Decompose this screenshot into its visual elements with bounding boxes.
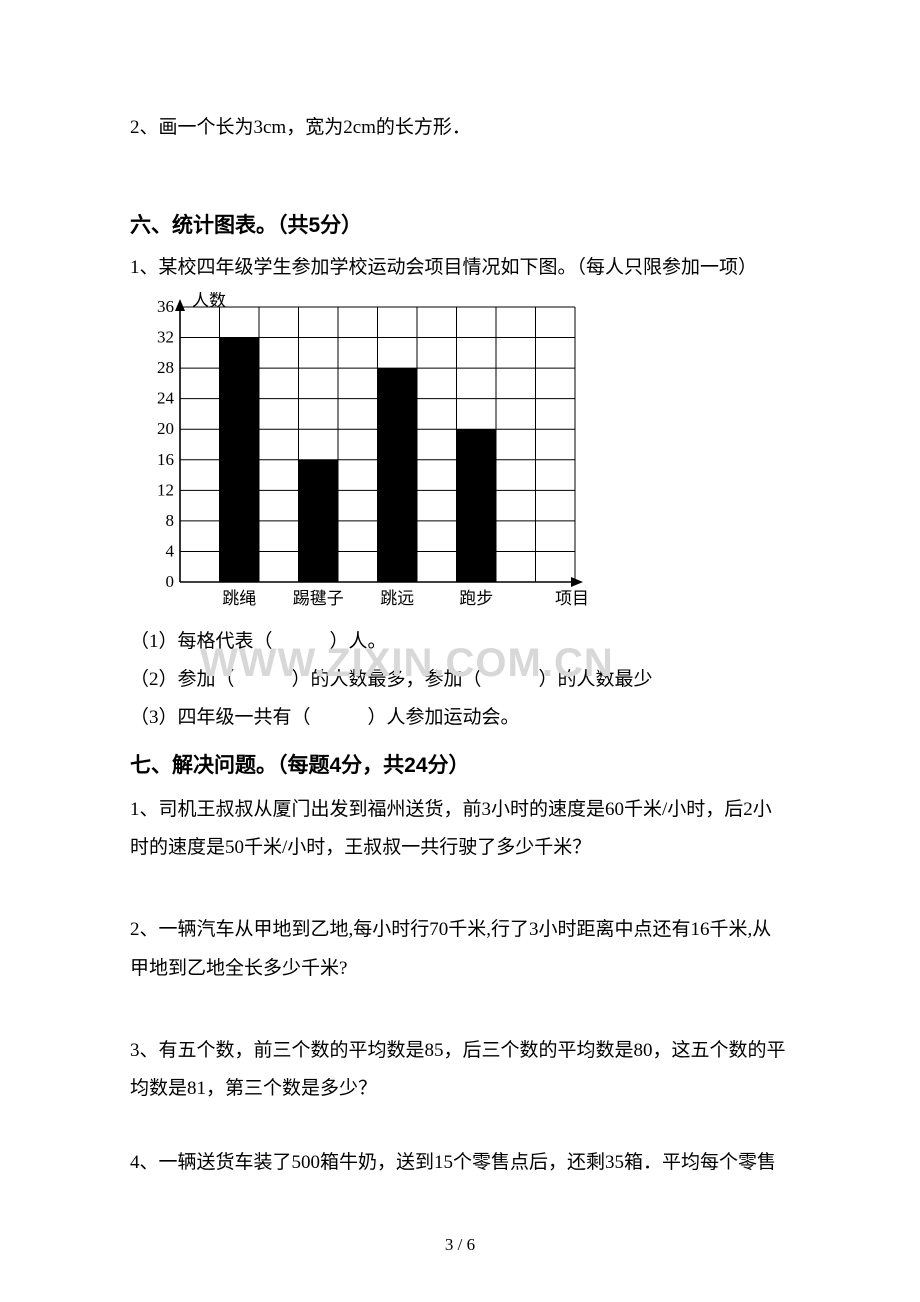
s6-q1-intro: 1、某校四年级学生参加学校运动会项目情况如下图。（每人只限参加一项） bbox=[130, 250, 790, 286]
svg-text:跑步: 跑步 bbox=[459, 589, 493, 608]
s6-sub1: （1）每格代表（ ）人。 bbox=[130, 624, 790, 660]
q2-rectangle-draw: 2、画一个长为3cm，宽为2cm的长方形． bbox=[130, 110, 790, 146]
section-7-body: 1、司机王叔叔从厦门出发到福州送货，前3小时的速度是60千米/小时，后2小 时的… bbox=[130, 792, 790, 1181]
bar-chart: 0 4 8 12 16 20 24 28 32 36 跳绳 踢毽子 跳远 跑步 人数项目 bbox=[130, 292, 590, 622]
svg-text:20: 20 bbox=[157, 419, 174, 438]
s7-q2-line1: 2、一辆汽车从甲地到乙地,每小时行70千米,行了3小时距离中点还有16千米,从 bbox=[130, 912, 790, 948]
svg-text:项目: 项目 bbox=[555, 589, 589, 608]
svg-text:16: 16 bbox=[157, 450, 174, 469]
s7-q1-line2: 时的速度是50千米/小时，王叔叔一共行驶了多少千米？ bbox=[130, 830, 790, 866]
svg-text:4: 4 bbox=[166, 542, 175, 561]
section-7-heading: 七、解决问题。（每题4分，共24分） bbox=[130, 746, 790, 786]
svg-text:12: 12 bbox=[157, 480, 174, 499]
svg-text:人数: 人数 bbox=[192, 292, 226, 310]
bar-chart-svg: 0 4 8 12 16 20 24 28 32 36 跳绳 踢毽子 跳远 跑步 人数项目 bbox=[130, 292, 590, 622]
page-footer: 3 / 6 bbox=[130, 1229, 790, 1261]
svg-text:32: 32 bbox=[157, 328, 174, 347]
s7-q1-line1: 1、司机王叔叔从厦门出发到福州送货，前3小时的速度是60千米/小时，后2小 bbox=[130, 792, 790, 828]
s7-q4-line1: 4、一辆送货车装了500箱牛奶，送到15个零售点后，还剩35箱．平均每个零售 bbox=[130, 1145, 790, 1181]
s6-sub3: （3）四年级一共有（ ）人参加运动会。 bbox=[130, 700, 790, 736]
svg-text:36: 36 bbox=[157, 297, 174, 316]
section-6-heading: 六、统计图表。（共5分） bbox=[130, 206, 790, 246]
s7-q3-line1: 3、有五个数，前三个数的平均数是85，后三个数的平均数是80，这五个数的平 bbox=[130, 1033, 790, 1069]
s7-q2-line2: 甲地到乙地全长多少千米? bbox=[130, 951, 790, 987]
svg-text:24: 24 bbox=[157, 389, 175, 408]
s6-sub2: （2）参加（ ）的人数最多，参加（ ）的人数最少 bbox=[130, 662, 790, 698]
svg-text:踢毽子: 踢毽子 bbox=[293, 589, 344, 608]
s7-q3-line2: 均数是81，第三个数是多少？ bbox=[130, 1071, 790, 1107]
svg-text:跳绳: 跳绳 bbox=[222, 589, 256, 608]
svg-text:跳远: 跳远 bbox=[380, 589, 414, 608]
svg-text:0: 0 bbox=[166, 572, 175, 591]
svg-text:28: 28 bbox=[157, 358, 174, 377]
svg-text:8: 8 bbox=[166, 511, 175, 530]
